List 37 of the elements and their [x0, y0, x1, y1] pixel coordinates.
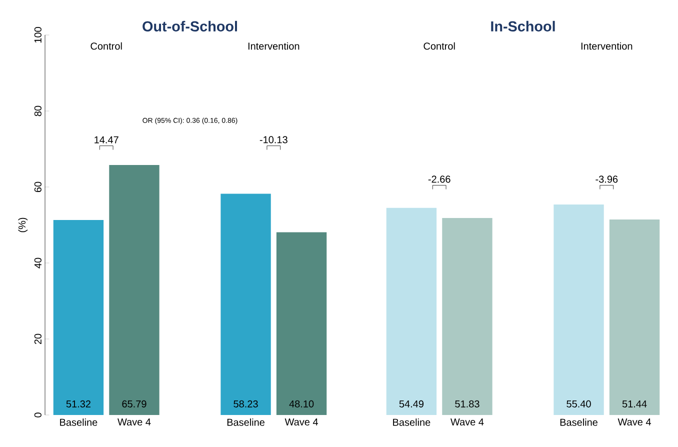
annotation: -2.66	[428, 176, 450, 183]
y-tick-label: 20	[34, 334, 42, 344]
x-tick-label: Baseline	[393, 418, 430, 426]
data-label: 48.10	[289, 400, 314, 408]
chart-title: In-School	[491, 20, 555, 32]
bar	[109, 164, 160, 415]
bar	[276, 232, 327, 415]
annotation: Control	[90, 42, 122, 50]
data-label: 51.32	[66, 400, 90, 408]
x-tick-label: Baseline	[227, 418, 264, 426]
x-tick-label: Baseline	[60, 418, 98, 426]
bar	[53, 220, 104, 415]
annotation: -3.96	[596, 176, 618, 183]
x-tick-label: Wave 4	[284, 418, 318, 426]
y-tick-label: 60	[34, 182, 42, 192]
data-label: 58.23	[234, 400, 258, 408]
annotation: Control	[424, 42, 455, 50]
data-label: 51.44	[622, 400, 647, 408]
data-label: 65.79	[122, 400, 146, 408]
chart-title: Out-of-School	[142, 20, 237, 32]
x-tick-label: Wave 4	[450, 418, 484, 426]
y-tick-label: 100	[34, 27, 42, 43]
data-label: 55.40	[566, 400, 591, 408]
data-label: 51.83	[455, 400, 480, 408]
annotation: Intervention	[248, 42, 300, 50]
annotation: 14.47	[94, 136, 118, 144]
y-axis-title: (%)	[18, 218, 28, 232]
bar	[220, 194, 271, 415]
data-label: 54.49	[399, 400, 424, 408]
annotation: -10.13	[260, 136, 288, 144]
x-tick-label: Wave 4	[618, 418, 651, 426]
y-tick-label: 80	[34, 106, 42, 116]
x-tick-label: Wave 4	[118, 418, 151, 426]
x-tick-label: Baseline	[560, 418, 598, 426]
annotation: Intervention	[581, 42, 632, 50]
y-tick-label: 40	[34, 258, 42, 268]
y-tick-label: 0	[34, 412, 42, 418]
